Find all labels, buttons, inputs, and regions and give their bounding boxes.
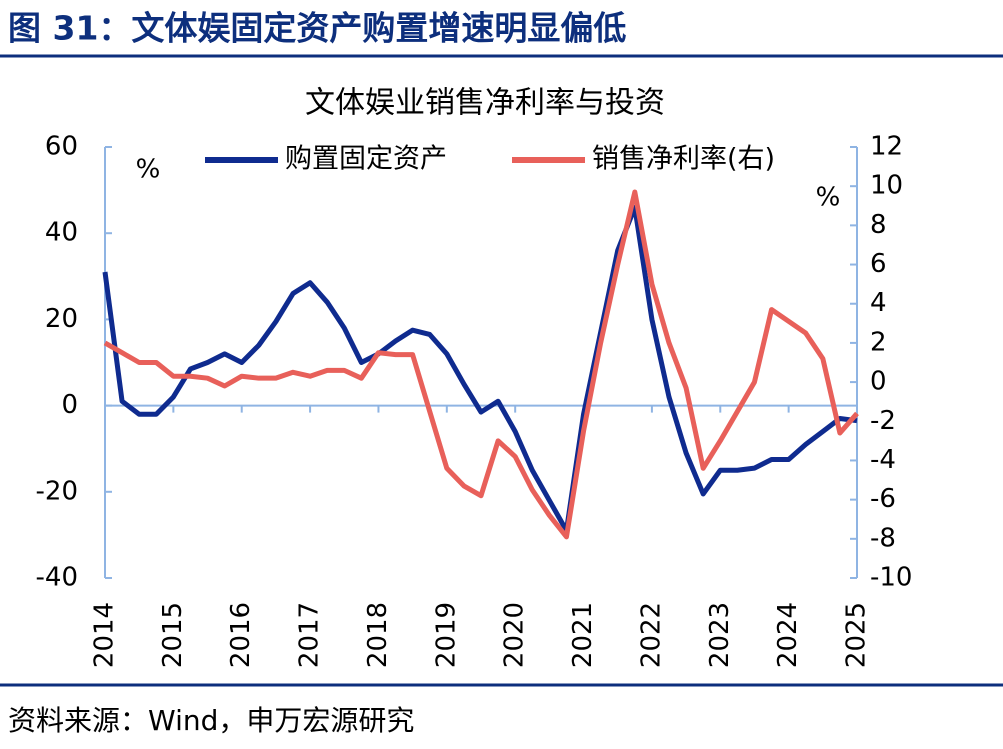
- y2-tick-label: -2: [870, 406, 896, 436]
- x-tick-label: 2017: [295, 602, 325, 668]
- y2-tick-label: -6: [870, 484, 896, 514]
- series-line: [102, 204, 858, 534]
- y2-tick-label: -10: [870, 563, 912, 593]
- x-tick-label: 2023: [705, 602, 735, 668]
- y-tick-label: 20: [45, 304, 78, 334]
- legend-label: 购置固定资产: [285, 144, 447, 175]
- x-tick-label: 2025: [842, 602, 872, 668]
- y-tick-label: -20: [36, 476, 78, 506]
- y2-tick-label: -4: [870, 445, 896, 475]
- series-line: [103, 189, 859, 540]
- x-tick-label: 2021: [568, 602, 598, 668]
- header-title: 图 31：文体娱固定资产购置增速明显偏低: [8, 9, 626, 48]
- y2-tick-label: 8: [870, 210, 887, 240]
- x-tick-label: 2014: [90, 602, 120, 668]
- y2-tick-label: 0: [870, 367, 887, 397]
- y2-unit: %: [816, 183, 841, 213]
- x-tick-label: 2015: [158, 602, 188, 668]
- y2-tick-label: 4: [870, 288, 887, 318]
- y2-tick-label: 2: [870, 327, 887, 357]
- y-tick-label: 40: [45, 218, 78, 248]
- y2-tick-label: 10: [870, 171, 903, 201]
- x-tick-label: 2022: [636, 602, 666, 668]
- y-unit: %: [136, 155, 161, 185]
- legend-label: 销售净利率(右): [592, 144, 775, 175]
- x-tick-label: 2016: [226, 602, 256, 668]
- y2-tick-label: 12: [870, 132, 903, 162]
- x-tick-label: 2018: [363, 602, 393, 668]
- y-tick-label: -40: [36, 563, 78, 593]
- x-tick-label: 2020: [500, 602, 530, 668]
- y2-tick-label: -8: [870, 523, 896, 553]
- x-tick-label: 2019: [431, 602, 461, 668]
- y2-tick-label: 6: [870, 249, 887, 279]
- x-tick-label: 2024: [773, 602, 803, 668]
- y-tick-label: 60: [45, 132, 78, 162]
- source: 资料来源：Wind，申万宏源研究: [8, 704, 414, 737]
- chart-title: 文体娱业销售净利率与投资: [305, 86, 665, 121]
- y-tick-label: 0: [61, 390, 78, 420]
